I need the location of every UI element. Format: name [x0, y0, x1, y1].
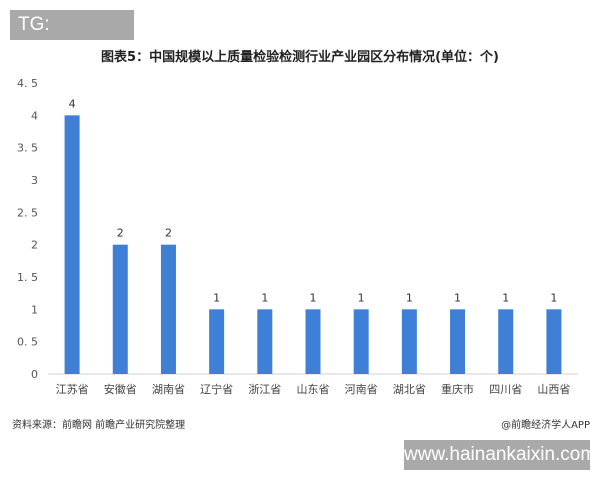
x-tick-label: 湖北省	[393, 383, 426, 396]
source-note: 资料来源：前瞻网 前瞻产业研究院整理	[12, 420, 186, 431]
data-label: 1	[261, 291, 268, 304]
data-label: 2	[165, 227, 172, 240]
data-label: 2	[117, 227, 124, 240]
bar	[209, 309, 225, 374]
x-tick-label: 安徽省	[104, 382, 137, 396]
x-tick-label: 山东省	[297, 383, 330, 396]
data-label: 1	[454, 291, 461, 304]
bar	[112, 244, 128, 374]
chart-title: 图表5：中国规模以上质量检验检测行业产业园区分布情况(单位：个)	[101, 50, 499, 65]
bar	[401, 309, 417, 374]
x-tick-label: 重庆市	[441, 382, 474, 396]
x-tick-label: 湖南省	[152, 383, 185, 396]
y-tick-label: 3. 5	[17, 142, 38, 155]
data-label: 1	[406, 291, 413, 304]
y-tick-label: 3	[31, 174, 38, 187]
data-label: 1	[213, 291, 220, 304]
bar	[498, 309, 514, 374]
x-tick-label: 山西省	[537, 383, 570, 396]
x-tick-label: 四川省	[489, 383, 522, 396]
y-tick-label: 0. 5	[17, 336, 38, 349]
bar	[546, 309, 562, 374]
data-label: 1	[358, 291, 365, 304]
x-tick-label: 辽宁省	[200, 382, 233, 396]
x-tick-label: 浙江省	[248, 383, 281, 396]
watermark-bottom: www.hainankaixin.com	[404, 440, 596, 470]
bar	[64, 115, 80, 374]
data-label: 4	[69, 97, 76, 110]
data-label: 1	[550, 291, 557, 304]
watermark-top: TG: MYYJJPP	[10, 10, 134, 65]
bar	[305, 309, 321, 374]
bar	[450, 309, 466, 374]
y-tick-label: 1	[31, 303, 38, 316]
data-label: 1	[310, 291, 317, 304]
bar	[353, 309, 369, 374]
y-tick-label: 4	[31, 109, 38, 122]
x-tick-label: 河南省	[345, 383, 378, 396]
data-label: 1	[502, 291, 509, 304]
x-tick-label: 江苏省	[56, 383, 89, 396]
y-tick-label: 1. 5	[17, 271, 38, 284]
y-tick-label: 0	[31, 368, 38, 381]
y-tick-label: 4. 5	[17, 77, 38, 90]
credit-note: @前瞻经济学人APP	[501, 420, 590, 431]
bar	[257, 309, 273, 374]
bar	[160, 244, 176, 374]
y-tick-label: 2. 5	[17, 206, 38, 219]
y-tick-label: 2	[31, 239, 38, 252]
